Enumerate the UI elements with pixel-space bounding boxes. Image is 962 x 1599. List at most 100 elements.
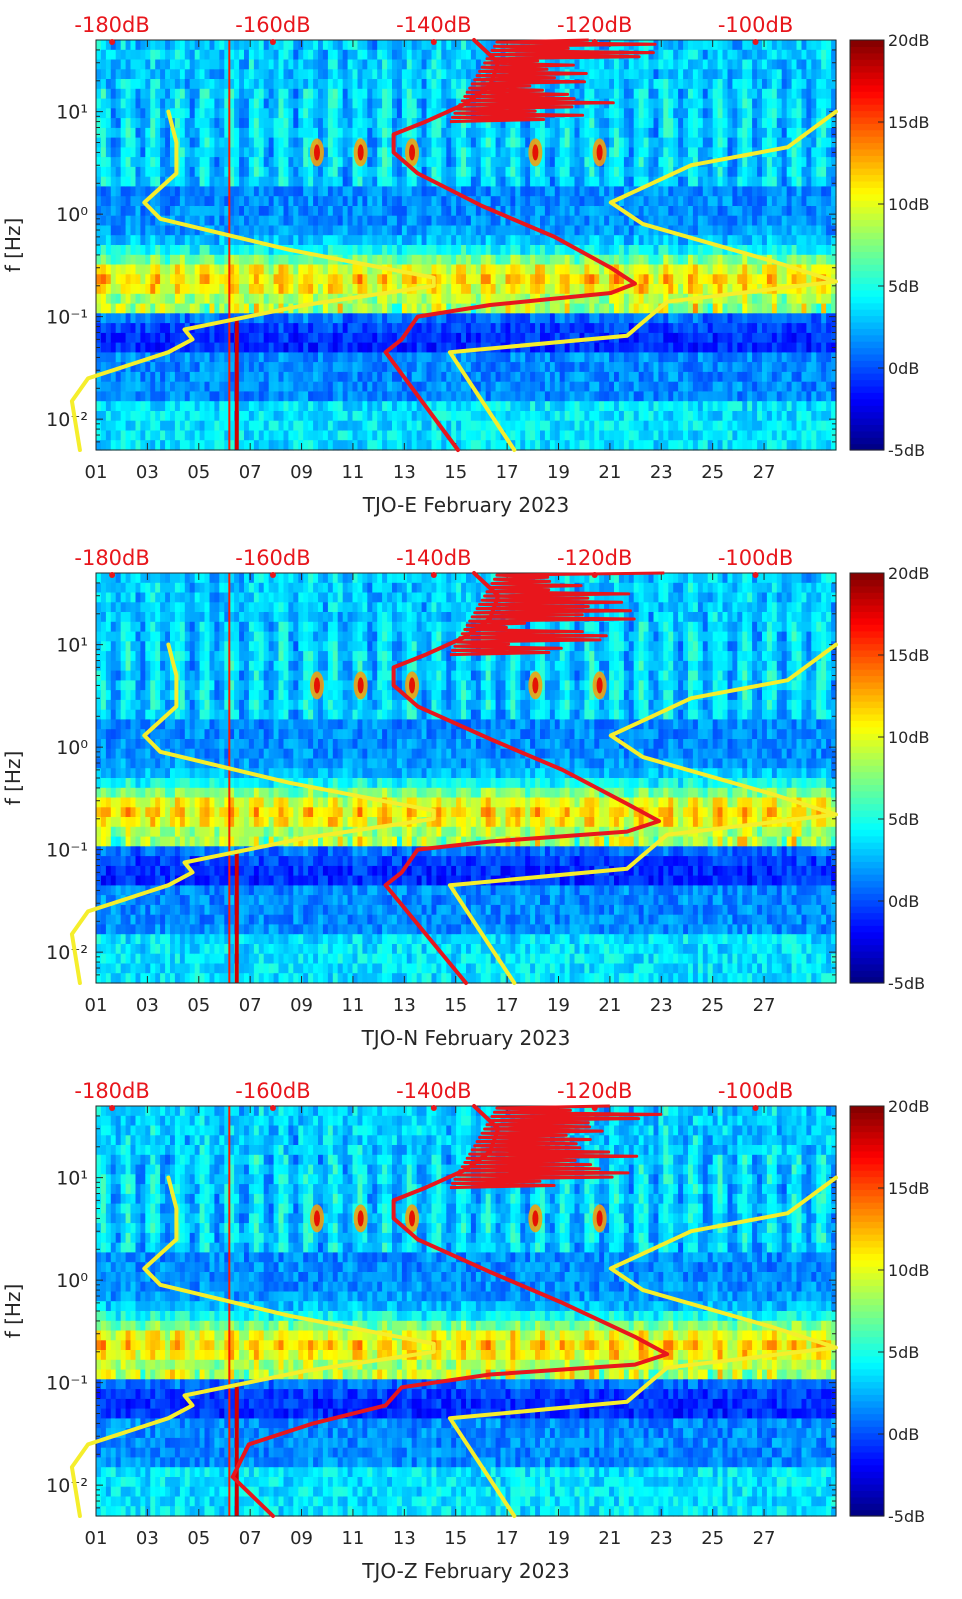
heatmap-cell xyxy=(431,147,437,158)
heatmap-cell xyxy=(105,235,112,246)
heatmap-cell xyxy=(406,352,413,363)
heatmap-cell xyxy=(204,401,210,412)
heatmap-cell xyxy=(367,420,373,432)
heatmap-cell xyxy=(515,420,521,432)
heatmap-cell xyxy=(609,371,615,383)
heatmap-cell xyxy=(234,108,240,119)
heatmap-cell xyxy=(273,381,280,393)
heatmap-cell xyxy=(392,352,398,363)
heatmap-cell xyxy=(298,401,304,412)
heatmap-cell xyxy=(140,49,146,61)
heatmap-cell xyxy=(485,303,492,314)
heatmap-cell xyxy=(589,157,595,168)
heatmap-cell xyxy=(396,137,403,148)
heatmap-cell xyxy=(638,69,645,80)
heatmap-cell xyxy=(303,40,309,51)
heatmap-cell xyxy=(179,157,186,168)
heatmap-cell xyxy=(219,391,225,402)
heatmap-cell xyxy=(678,303,684,314)
heatmap-cell xyxy=(618,69,625,80)
heatmap-cell xyxy=(214,264,220,275)
heatmap-cell xyxy=(594,118,600,129)
heatmap-cell xyxy=(160,342,166,353)
heatmap-cell xyxy=(239,40,245,51)
heatmap-cell xyxy=(322,225,329,236)
heatmap-cell xyxy=(357,420,363,432)
heatmap-cell xyxy=(549,284,556,295)
heatmap-cell xyxy=(614,59,620,70)
heatmap-cell xyxy=(318,176,324,188)
heatmap-cell xyxy=(308,254,314,266)
heatmap-cell xyxy=(633,303,640,314)
heatmap-cell xyxy=(96,430,102,441)
heatmap-cell xyxy=(451,147,457,158)
heatmap-cell xyxy=(160,430,166,441)
heatmap-cell xyxy=(337,420,344,432)
heatmap-cell xyxy=(535,371,541,383)
heatmap-cell xyxy=(628,401,635,412)
heatmap-cell xyxy=(100,235,107,246)
heatmap-cell xyxy=(347,108,354,119)
heatmap-cell xyxy=(554,430,561,441)
heatmap-cell xyxy=(209,176,215,188)
heatmap-cell xyxy=(313,215,319,227)
heatmap-cell xyxy=(140,313,146,324)
heatmap-cell xyxy=(135,284,141,295)
heatmap-cell xyxy=(564,225,571,236)
heatmap-cell xyxy=(643,69,650,80)
heatmap-cell xyxy=(303,245,309,256)
heatmap-cell xyxy=(303,235,309,246)
heatmap-cell xyxy=(520,196,526,207)
heatmap-cell xyxy=(525,206,531,217)
heatmap-cell xyxy=(604,371,610,383)
heatmap-cell xyxy=(604,215,610,227)
heatmap-cell xyxy=(362,79,368,90)
heatmap-cell xyxy=(308,79,314,90)
heatmap-cell xyxy=(96,176,102,188)
heatmap-cell xyxy=(668,215,674,227)
heatmap-cell xyxy=(426,274,432,285)
heatmap-cell xyxy=(263,352,270,363)
heatmap-cell xyxy=(342,225,349,236)
heatmap-cell xyxy=(184,430,191,441)
heatmap-cell xyxy=(500,245,506,256)
heatmap-cell xyxy=(441,323,447,334)
heatmap-cell xyxy=(130,127,136,139)
heatmap-cell xyxy=(495,186,502,197)
heatmap-cell xyxy=(322,88,329,100)
heatmap-cell xyxy=(618,225,625,236)
heatmap-cell xyxy=(421,254,428,266)
heatmap-cell xyxy=(584,371,590,383)
heatmap-cell xyxy=(140,430,146,441)
heatmap-cell xyxy=(559,313,566,324)
heatmap-cell xyxy=(648,332,654,344)
heatmap-cell xyxy=(426,284,432,295)
heatmap-cell xyxy=(485,440,492,451)
heatmap-cell xyxy=(544,440,551,451)
heatmap-cell xyxy=(313,118,319,129)
heatmap-cell xyxy=(525,420,531,432)
heatmap-cell xyxy=(461,401,467,412)
heatmap-cell xyxy=(140,88,146,100)
heatmap-cell xyxy=(150,313,156,324)
heatmap-cell xyxy=(668,381,674,393)
heatmap-cell xyxy=(618,254,625,266)
heatmap-cell xyxy=(160,137,166,148)
heatmap-cell xyxy=(628,196,635,207)
heatmap-cell xyxy=(480,430,487,441)
heatmap-cell xyxy=(347,235,354,246)
heatmap-cell xyxy=(160,88,166,100)
heatmap-cell xyxy=(110,391,117,402)
heatmap-cell xyxy=(648,88,654,100)
heatmap-cell xyxy=(485,147,492,158)
heatmap-cell xyxy=(628,79,635,90)
heatmap-cell xyxy=(490,362,497,373)
heatmap-cell xyxy=(100,215,107,227)
heatmap-cell xyxy=(372,225,378,236)
heatmap-cell xyxy=(382,196,388,207)
heatmap-cell xyxy=(322,166,329,178)
heatmap-cell xyxy=(554,79,561,90)
heatmap-cell xyxy=(396,215,403,227)
heatmap-cell xyxy=(165,254,171,266)
heatmap-cell xyxy=(263,157,270,168)
